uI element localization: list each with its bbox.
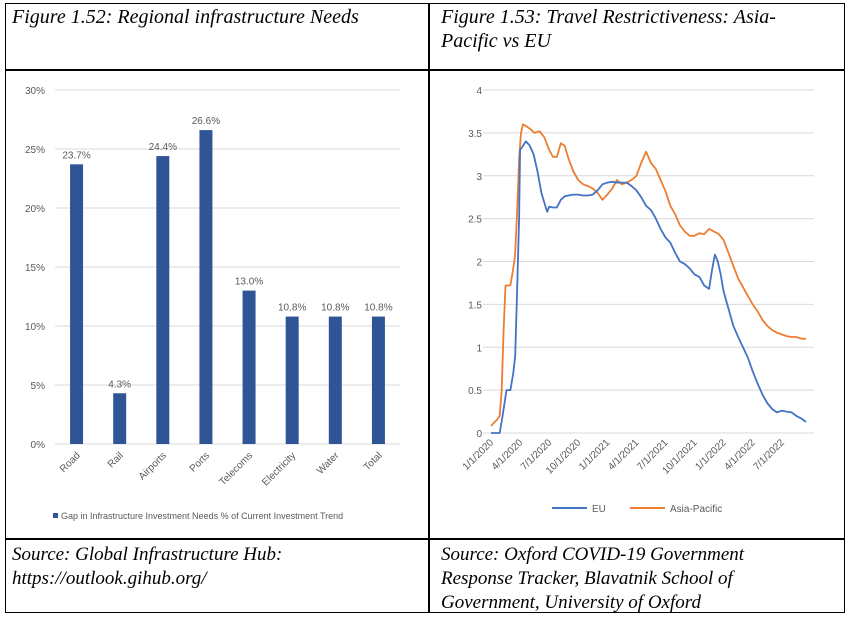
source-right-line2: Response Tracker, Blavatnik School of <box>441 568 733 589</box>
bar-total <box>371 316 385 444</box>
x-tick-label: Road <box>58 450 83 475</box>
bar-rail <box>113 393 127 444</box>
data-label: 26.6% <box>192 116 220 127</box>
y-tick-label: 1.5 <box>468 300 482 311</box>
bar-water <box>328 316 342 444</box>
legend-label-asia-pacific: Asia-Pacific <box>670 504 722 515</box>
y-tick-label: 3.5 <box>468 129 482 140</box>
bar-chart: 0% 5% 10% 15% 20% 25% 30% 23.7% Road 4.3% Rail 24.4… <box>25 86 400 521</box>
figure-table <box>5 3 845 613</box>
bar-ports <box>199 130 213 444</box>
x-tick-label: Electricity <box>260 450 298 488</box>
table-row-divider-top <box>5 69 845 71</box>
series-line-eu <box>491 140 807 434</box>
bar-airports <box>156 156 170 444</box>
y-tick-label: 0% <box>31 440 46 451</box>
y-tick-label: 4 <box>476 86 482 97</box>
x-tick-label: Ports <box>188 450 212 474</box>
series-line-asia-pacific <box>490 123 806 427</box>
y-tick-label: 0 <box>476 429 482 440</box>
line-chart: 00.511.522.533.541/1/20204/1/20207/1/202… <box>461 86 814 515</box>
source-left-line2: https://outlook.gihub.org/ <box>12 568 207 589</box>
y-tick-label: 15% <box>25 263 45 274</box>
y-tick-label: 2 <box>476 258 482 269</box>
bar-electricity <box>285 316 299 444</box>
data-label: 10.8% <box>321 303 349 314</box>
caption-right-line2: Pacific vs EU <box>441 30 551 52</box>
legend-swatch <box>53 513 58 518</box>
x-tick-label: Airports <box>137 450 169 482</box>
caption-right-line1: Figure 1.53: Travel Restrictiveness: Asi… <box>441 6 776 28</box>
x-tick-label: Total <box>362 450 385 473</box>
source-right-line1: Source: Oxford COVID-19 Government <box>441 544 745 565</box>
y-tick-label: 10% <box>25 322 45 333</box>
y-tick-label: 3 <box>476 172 482 183</box>
bar-road <box>70 164 84 444</box>
x-tick-label: Rail <box>106 450 126 470</box>
y-tick-label: 2.5 <box>468 215 482 226</box>
y-tick-label: 5% <box>31 381 46 392</box>
table-row-divider-bottom <box>5 538 845 540</box>
data-label: 13.0% <box>235 277 263 288</box>
x-tick-label: Telecoms <box>218 450 256 488</box>
source-left-line1: Source: Global Infrastructure Hub: <box>12 544 283 565</box>
y-tick-label: 0.5 <box>468 386 482 397</box>
data-label: 10.8% <box>364 303 392 314</box>
bar-telecoms <box>242 290 256 444</box>
y-tick-label: 25% <box>25 145 45 156</box>
data-label: 10.8% <box>278 303 306 314</box>
caption-left: Figure 1.52: Regional infrastructure Nee… <box>12 6 359 28</box>
legend-label-eu: EU <box>592 504 606 515</box>
data-label: 23.7% <box>62 150 90 161</box>
x-tick-label: Water <box>315 450 342 477</box>
source-right-line3: Government, University of Oxford <box>441 592 701 613</box>
y-tick-label: 1 <box>476 343 482 354</box>
y-tick-label: 30% <box>25 86 45 97</box>
data-label: 24.4% <box>149 142 177 153</box>
table-column-divider <box>428 3 430 613</box>
x-tick-label: 7/1/2022 <box>752 437 788 473</box>
y-tick-label: 20% <box>25 204 45 215</box>
data-label: 4.3% <box>108 379 131 390</box>
legend-label: Gap in Infrastructure Investment Needs %… <box>61 511 343 521</box>
